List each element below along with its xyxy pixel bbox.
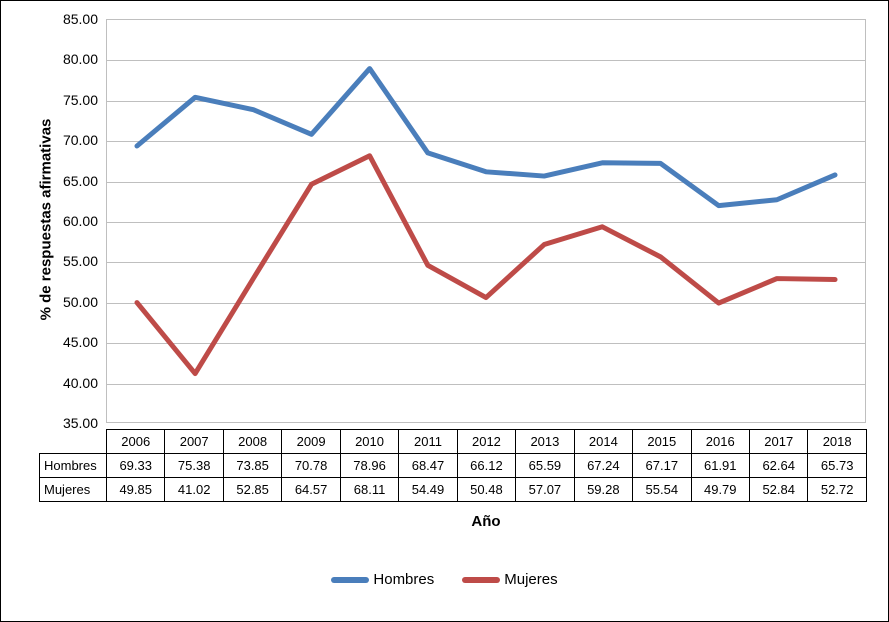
table-cell: 52.72 xyxy=(808,478,866,502)
legend-item-hombres: Hombres xyxy=(331,571,434,588)
legend: Hombres Mujeres xyxy=(1,571,888,588)
table-cell: 70.78 xyxy=(282,454,340,478)
table-cell: 41.02 xyxy=(165,478,223,502)
table-cell: 67.24 xyxy=(574,454,632,478)
line-series xyxy=(107,20,865,422)
table-cell: 68.47 xyxy=(399,454,457,478)
series-mujeres xyxy=(137,156,835,374)
plot-area xyxy=(106,19,866,423)
table-year-header: 2007 xyxy=(165,430,223,454)
table-cell: 52.85 xyxy=(223,478,281,502)
table-year-header: 2013 xyxy=(516,430,574,454)
table-corner-blank xyxy=(40,430,107,454)
table-cell: 69.33 xyxy=(107,454,165,478)
table-cell: 68.11 xyxy=(340,478,398,502)
table-cell: 57.07 xyxy=(516,478,574,502)
table-cell: 67.17 xyxy=(633,454,691,478)
table-cell: 65.59 xyxy=(516,454,574,478)
legend-item-mujeres: Mujeres xyxy=(462,571,557,588)
data-table: 2006200720082009201020112012201320142015… xyxy=(39,429,867,502)
table-year-header: 2015 xyxy=(633,430,691,454)
legend-label: Mujeres xyxy=(504,571,557,588)
table-cell: 54.49 xyxy=(399,478,457,502)
table-cell: 49.85 xyxy=(107,478,165,502)
y-axis-label: % de respuestas afirmativas xyxy=(38,100,55,340)
table-cell: 50.48 xyxy=(457,478,515,502)
chart-frame: 35.0040.0045.0050.0055.0060.0065.0070.00… xyxy=(0,0,889,622)
table-year-header: 2010 xyxy=(340,430,398,454)
table-cell: 49.79 xyxy=(691,478,749,502)
table-cell: 78.96 xyxy=(340,454,398,478)
legend-swatch xyxy=(331,577,369,583)
table-year-header: 2006 xyxy=(107,430,165,454)
table-year-header: 2017 xyxy=(749,430,807,454)
y-tick-label: 80.00 xyxy=(38,51,98,67)
legend-swatch xyxy=(462,577,500,583)
table-cell: 52.84 xyxy=(749,478,807,502)
table-cell: 64.57 xyxy=(282,478,340,502)
table-year-header: 2012 xyxy=(457,430,515,454)
table-year-header: 2008 xyxy=(223,430,281,454)
table-year-header: 2009 xyxy=(282,430,340,454)
table-cell: 62.64 xyxy=(749,454,807,478)
table-row-label: Hombres xyxy=(40,454,107,478)
table-year-header: 2014 xyxy=(574,430,632,454)
table-cell: 61.91 xyxy=(691,454,749,478)
legend-label: Hombres xyxy=(373,571,434,588)
y-tick-label: 85.00 xyxy=(38,11,98,27)
table-cell: 65.73 xyxy=(808,454,866,478)
table-cell: 73.85 xyxy=(223,454,281,478)
table-cell: 75.38 xyxy=(165,454,223,478)
table-cell: 55.54 xyxy=(633,478,691,502)
table-row-label: Mujeres xyxy=(40,478,107,502)
x-axis-label: Año xyxy=(106,513,866,530)
series-hombres xyxy=(137,69,835,206)
table-year-header: 2011 xyxy=(399,430,457,454)
table-cell: 59.28 xyxy=(574,478,632,502)
y-tick-label: 40.00 xyxy=(38,375,98,391)
table-year-header: 2016 xyxy=(691,430,749,454)
table-year-header: 2018 xyxy=(808,430,866,454)
table-cell: 66.12 xyxy=(457,454,515,478)
